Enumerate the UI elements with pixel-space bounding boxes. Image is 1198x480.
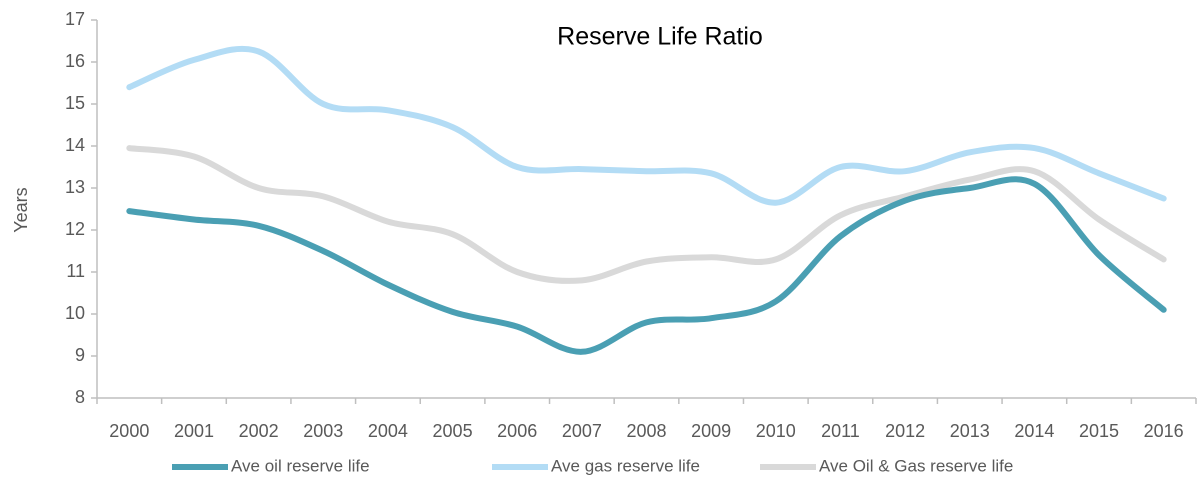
x-tick-label: 2005: [433, 421, 473, 441]
series-line: [126, 145, 1167, 284]
y-tick-label: 12: [65, 219, 85, 239]
x-tick-label: 2014: [1014, 421, 1054, 441]
x-tick-label: 2002: [239, 421, 279, 441]
x-tick-label: 2000: [109, 421, 149, 441]
y-tick-label: 14: [65, 135, 85, 155]
x-tick-label: 2009: [691, 421, 731, 441]
series-line: [126, 45, 1167, 206]
x-tick-label: 2006: [497, 421, 537, 441]
x-tick-label: 2003: [303, 421, 343, 441]
x-tick-label: 2013: [950, 421, 990, 441]
x-tick-label: 2015: [1079, 421, 1119, 441]
x-tick-label: 2010: [756, 421, 796, 441]
x-tick-label: 2004: [368, 421, 408, 441]
x-tick-label: 2012: [885, 421, 925, 441]
y-axis-label: Years: [11, 187, 31, 232]
y-tick-label: 10: [65, 303, 85, 323]
series-line: [126, 176, 1167, 355]
legend-label: Ave oil reserve life: [231, 456, 370, 475]
y-tick-label: 15: [65, 93, 85, 113]
legend-label: Ave Oil & Gas reserve life: [819, 456, 1013, 475]
x-tick-label: 2008: [626, 421, 666, 441]
y-tick-label: 16: [65, 51, 85, 71]
x-tick-label: 2011: [821, 421, 860, 441]
x-tick-label: 2001: [174, 421, 214, 441]
x-tick-label: 2016: [1144, 421, 1184, 441]
x-tick-label: 2007: [562, 421, 602, 441]
y-tick-label: 11: [66, 261, 85, 281]
chart-title: Reserve Life Ratio: [557, 23, 763, 51]
y-tick-label: 17: [65, 9, 85, 29]
y-tick-label: 13: [65, 177, 85, 197]
legend-label: Ave gas reserve life: [551, 456, 700, 475]
y-tick-label: 8: [75, 387, 85, 407]
y-tick-label: 9: [75, 345, 85, 365]
